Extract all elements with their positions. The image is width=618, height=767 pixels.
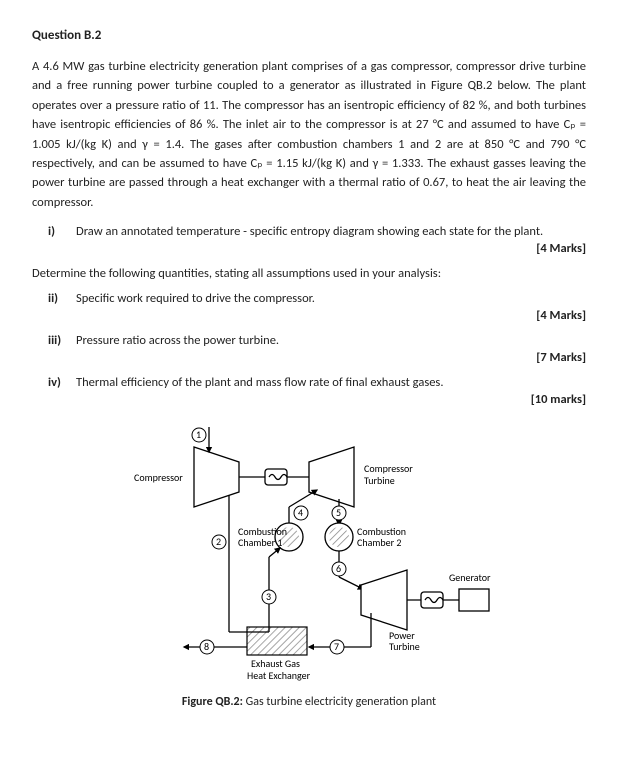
svg-text:Chamber 2: Chamber 2	[357, 536, 401, 549]
figure-caption: Figure QB.2: Gas turbine electricity gen…	[182, 695, 436, 709]
marks-iii: [7 Marks]	[32, 350, 586, 365]
plant-diagram: Compressor Compressor Turbine 1 2 Exhaus…	[99, 417, 519, 687]
item-number: iv)	[48, 375, 76, 390]
item-iv: iv) Thermal efficiency of the plant and …	[48, 375, 586, 390]
question-body: A 4.6 MW gas turbine electricity generat…	[32, 57, 586, 212]
item-ii: ii) Specific work required to drive the …	[48, 291, 586, 306]
svg-text:6: 6	[336, 562, 341, 575]
svg-text:Chamber 1: Chamber 1	[238, 536, 282, 549]
svg-text:Heat Exchanger: Heat Exchanger	[247, 669, 311, 682]
svg-text:2: 2	[216, 535, 221, 548]
item-number: ii)	[48, 291, 76, 306]
svg-text:Generator: Generator	[449, 571, 491, 584]
svg-text:7: 7	[334, 640, 339, 653]
sub-instruction: Determine the following quantities, stat…	[32, 266, 586, 281]
item-text: Thermal efficiency of the plant and mass…	[76, 375, 586, 390]
marks-iv: [10 marks]	[32, 392, 586, 407]
marks-ii: [4 Marks]	[32, 308, 586, 323]
svg-text:8: 8	[204, 640, 209, 653]
svg-text:5: 5	[336, 506, 341, 519]
question-title: Question B.2	[32, 28, 586, 43]
item-number: i)	[48, 224, 76, 239]
marks-i: [4 Marks]	[32, 241, 586, 256]
svg-text:1: 1	[196, 428, 201, 441]
svg-text:Turbine: Turbine	[389, 640, 420, 653]
item-i: i) Draw an annotated temperature - speci…	[48, 224, 586, 239]
svg-text:Compressor: Compressor	[134, 471, 183, 484]
svg-text:3: 3	[266, 590, 271, 603]
item-number: iii)	[48, 333, 76, 348]
item-text: Pressure ratio across the power turbine.	[76, 333, 586, 348]
item-text: Specific work required to drive the comp…	[76, 291, 586, 306]
svg-text:4: 4	[298, 506, 303, 519]
item-iii: iii) Pressure ratio across the power tur…	[48, 333, 586, 348]
page: Question B.2 A 4.6 MW gas turbine electr…	[0, 0, 618, 729]
svg-text:Turbine: Turbine	[364, 474, 395, 487]
item-text: Draw an annotated temperature - specific…	[76, 224, 586, 239]
figure-wrapper: Compressor Compressor Turbine 1 2 Exhaus…	[32, 417, 586, 709]
